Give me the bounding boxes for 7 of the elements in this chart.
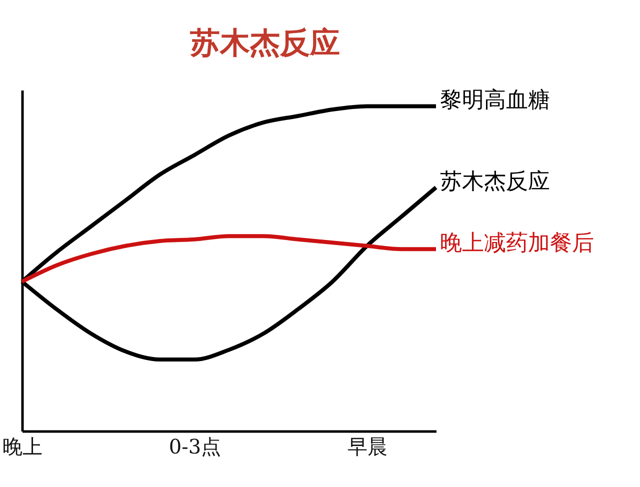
series-label: 晚上减药加餐后 (440, 231, 594, 256)
chart-title: 苏木杰反应 (189, 26, 340, 62)
x-tick-label: 晚上 (2, 434, 42, 458)
series-label: 黎明高血糖 (440, 88, 550, 114)
x-tick-label: 0-3点 (168, 434, 222, 458)
series-label: 苏木杰反应 (440, 169, 550, 194)
x-tick-label: 早晨 (348, 434, 388, 458)
